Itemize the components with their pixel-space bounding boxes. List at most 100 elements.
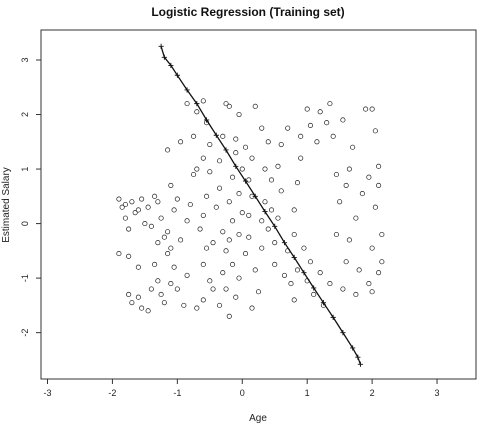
data-point	[246, 212, 252, 218]
data-point	[340, 117, 346, 123]
data-point	[191, 171, 197, 178]
data-point	[184, 218, 190, 224]
data-point	[359, 191, 365, 197]
data-point	[129, 300, 135, 306]
data-point	[158, 215, 164, 221]
data-point	[229, 218, 236, 224]
data-point	[233, 294, 239, 300]
boundary-point	[320, 300, 327, 306]
data-point	[145, 308, 151, 314]
data-point	[135, 294, 141, 300]
data-point	[262, 199, 268, 205]
data-point	[178, 237, 184, 243]
data-point	[272, 240, 278, 246]
data-point	[187, 201, 193, 208]
data-point	[213, 204, 219, 210]
data-point	[288, 281, 294, 287]
data-point	[372, 128, 378, 134]
data-point	[272, 261, 278, 268]
data-point	[379, 259, 385, 265]
x-tick-label: 3	[435, 388, 440, 398]
data-point	[291, 297, 297, 303]
data-point	[314, 139, 320, 145]
boundary-point	[194, 101, 200, 107]
boundary-point	[262, 208, 268, 215]
data-point	[298, 155, 304, 161]
x-tick-label: 0	[240, 388, 245, 398]
data-point	[191, 133, 197, 139]
data-point	[333, 231, 339, 238]
data-point	[366, 174, 372, 180]
boundary-line	[160, 46, 362, 365]
data-point	[139, 305, 145, 311]
boundary-point	[161, 54, 167, 60]
boundary-point	[357, 361, 364, 367]
data-point	[236, 191, 242, 197]
data-point	[223, 286, 229, 292]
boundary-point	[174, 72, 180, 78]
data-point	[291, 231, 297, 238]
x-axis-label: Age	[249, 413, 267, 424]
data-point	[207, 169, 213, 175]
data-point	[197, 226, 203, 232]
data-point	[129, 199, 135, 205]
x-tick-label: 1	[305, 388, 310, 398]
data-point	[165, 229, 171, 235]
data-point	[226, 313, 232, 319]
data-point	[145, 204, 151, 210]
data-point	[116, 251, 122, 257]
boundary-point	[291, 254, 297, 260]
data-point	[363, 106, 369, 112]
data-point	[135, 264, 141, 270]
data-point	[122, 215, 128, 221]
y-tick-label: 1	[20, 167, 30, 172]
data-point	[210, 286, 216, 292]
data-point	[174, 286, 180, 292]
data-point	[119, 204, 125, 210]
data-point	[372, 204, 378, 210]
data-point	[168, 182, 174, 188]
data-point	[268, 207, 275, 213]
data-point	[171, 207, 177, 213]
data-point	[327, 281, 333, 287]
data-point	[226, 199, 232, 205]
data-point	[259, 125, 265, 131]
data-point	[139, 196, 145, 202]
data-point	[278, 188, 284, 194]
data-point	[126, 226, 132, 232]
data-point	[236, 231, 242, 238]
data-point	[220, 133, 226, 139]
data-point	[161, 234, 167, 240]
data-point	[194, 109, 200, 115]
decision-boundary	[158, 43, 364, 367]
data-point	[207, 141, 213, 148]
data-point	[165, 147, 171, 153]
data-point	[242, 251, 249, 257]
data-point	[233, 150, 239, 156]
data-point	[126, 291, 132, 298]
data-point	[184, 101, 190, 107]
plot-frame	[40, 29, 477, 380]
data-point	[181, 302, 187, 308]
boundary-point	[330, 314, 336, 320]
data-point	[379, 231, 385, 238]
data-points	[116, 98, 385, 319]
data-point	[216, 185, 223, 191]
y-tick-label: -2	[20, 329, 30, 337]
chart-title: Logistic Regression (Training set)	[151, 5, 344, 19]
data-point	[216, 158, 223, 164]
data-point	[353, 215, 359, 221]
data-point	[376, 163, 382, 169]
data-point	[346, 166, 352, 172]
data-point	[239, 166, 245, 172]
x-tick-label: -3	[43, 388, 51, 398]
data-point	[324, 120, 330, 126]
data-point	[356, 267, 362, 273]
data-point	[135, 207, 141, 213]
data-point	[152, 193, 158, 199]
data-point	[236, 275, 242, 281]
data-point	[226, 237, 232, 243]
data-point	[285, 125, 291, 131]
data-point	[307, 259, 313, 265]
